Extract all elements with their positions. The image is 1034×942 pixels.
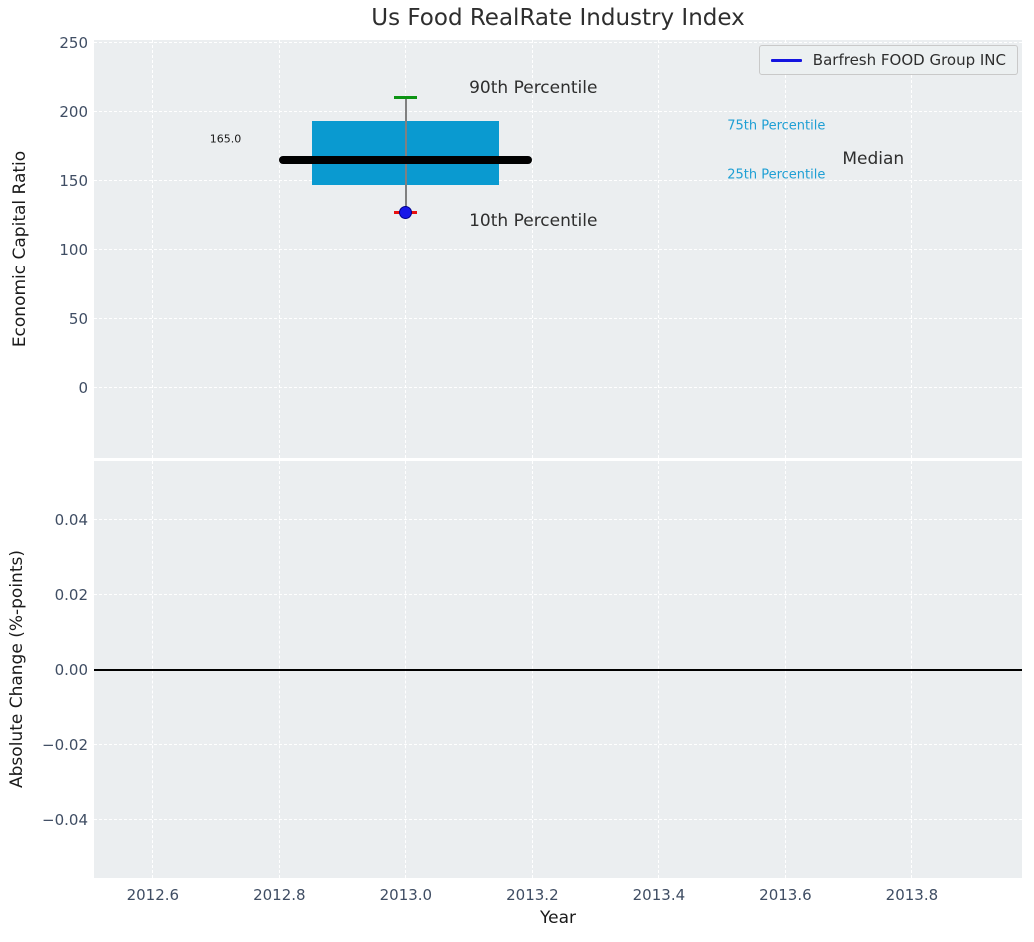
annotation-10th-percentile: 10th Percentile <box>469 210 598 231</box>
y-tick-label: 0.00 <box>54 660 88 679</box>
absolute-change-axes <box>94 461 1022 878</box>
whisker-cap-90th <box>394 96 418 100</box>
y-tick-label: −0.02 <box>42 735 88 754</box>
x-axis-label: Year <box>540 908 576 928</box>
y-axis-label-top: Economic Capital Ratio <box>10 150 30 348</box>
whisker-line <box>404 97 407 213</box>
y-axis-label-bottom: Absolute Change (%-points) <box>7 550 27 788</box>
x-tick-label: 2013.2 <box>506 886 559 904</box>
zero-line <box>94 668 1022 672</box>
y-tick-label: 150 <box>59 171 88 190</box>
chart-title: Us Food RealRate Industry Index <box>371 5 745 31</box>
y-tick-label: 0 <box>78 378 88 397</box>
y-tick-label: −0.04 <box>42 810 88 829</box>
x-tick-label: 2013.8 <box>885 886 939 904</box>
gridline-horizontal <box>94 179 1022 181</box>
x-tick-label: 2012.8 <box>253 886 306 904</box>
y-tick-label: 50 <box>68 309 88 328</box>
annotation-median: Median <box>842 148 905 169</box>
gridline-horizontal <box>94 248 1022 250</box>
legend-line-sample <box>770 58 802 62</box>
y-tick-label: 0.04 <box>54 510 88 529</box>
gridline-horizontal <box>94 819 1022 821</box>
gridline-horizontal <box>94 594 1022 596</box>
x-tick-label: 2013.6 <box>759 886 812 904</box>
annotation-165-0: 165.0 <box>209 132 242 146</box>
gridline-horizontal <box>94 519 1022 521</box>
gridline-horizontal <box>94 317 1022 319</box>
gridline-horizontal <box>94 386 1022 388</box>
capital-ratio-axes: Barfresh FOOD Group INC 165.0 90th Percen… <box>94 40 1022 458</box>
gridline-horizontal <box>94 744 1022 746</box>
x-tick-label: 2012.6 <box>126 886 180 904</box>
y-tick-label: 100 <box>59 240 88 259</box>
annotation-25th-percentile: 25th Percentile <box>727 167 826 183</box>
annotation-90th-percentile: 90th Percentile <box>469 78 598 99</box>
legend-label: Barfresh FOOD Group INC <box>812 51 1006 69</box>
annotation-75th-percentile: 75th Percentile <box>727 118 826 134</box>
median-line <box>279 156 533 165</box>
gridline-horizontal <box>94 110 1022 112</box>
legend: Barfresh FOOD Group INC <box>758 45 1018 75</box>
y-tick-label: 200 <box>59 102 88 121</box>
gridline-horizontal <box>94 42 1022 43</box>
y-tick-label: 0.02 <box>54 585 88 604</box>
y-tick-label: 250 <box>59 33 88 52</box>
x-tick-label: 2013.0 <box>379 886 433 904</box>
p10-marker-dot <box>399 205 413 219</box>
x-tick-label: 2013.4 <box>632 886 686 904</box>
